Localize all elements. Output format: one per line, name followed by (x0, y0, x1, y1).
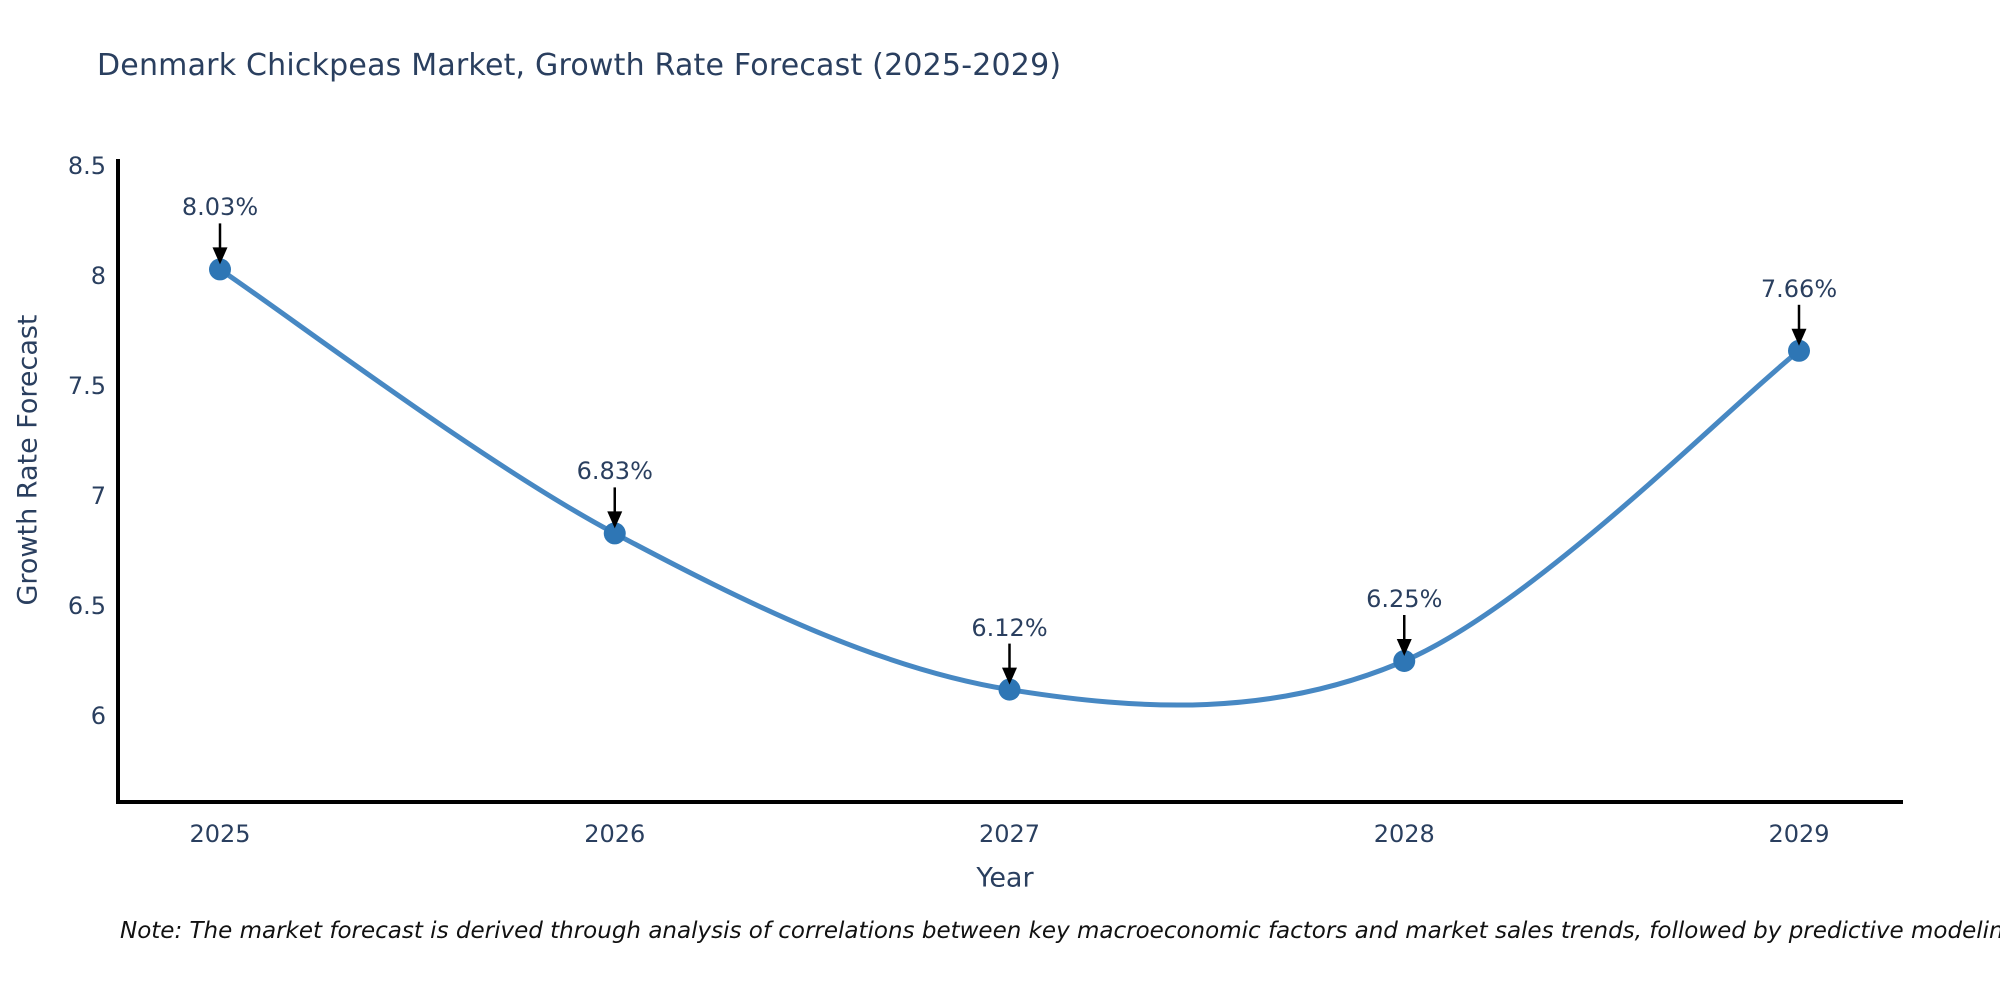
data-point-label: 8.03% (181, 193, 259, 222)
data-point-label: 7.66% (1760, 274, 1838, 303)
y-tick-label: 8 (90, 262, 106, 290)
data-point-marker (1788, 339, 1810, 362)
y-tick-label: 6 (90, 702, 106, 730)
y-tick-label: 6.5 (67, 592, 106, 620)
data-point-marker (1393, 650, 1416, 672)
y-tick-label: 7.5 (67, 372, 106, 400)
x-axis-title: Year (976, 862, 1034, 894)
annotation-arrow-head (1396, 639, 1412, 656)
x-tick-label: 2025 (189, 820, 251, 848)
data-point-marker (998, 678, 1021, 701)
data-point-label: 6.83% (576, 457, 653, 486)
chart-title: Denmark Chickpeas Market, Growth Rate Fo… (97, 48, 1062, 83)
x-tick-label: 2027 (978, 820, 1041, 848)
x-tick-label: 2029 (1768, 820, 1830, 848)
footnote: Note: The market forecast is derived thr… (120, 918, 2000, 944)
annotation-arrow-head (1791, 328, 1807, 346)
data-point-marker (209, 258, 231, 281)
x-tick-label: 2028 (1373, 820, 1435, 848)
annotation-arrow-head (607, 511, 623, 529)
data-point-label: 6.12% (971, 613, 1048, 642)
x-tick-label: 2026 (584, 820, 646, 848)
data-point-marker (603, 522, 626, 545)
annotation-arrow-head (1002, 667, 1017, 685)
y-tick-label: 8.5 (67, 152, 106, 180)
annotation-arrow-head (212, 247, 228, 265)
y-tick-label: 7 (90, 482, 106, 510)
data-point-label: 6.25% (1366, 585, 1443, 613)
